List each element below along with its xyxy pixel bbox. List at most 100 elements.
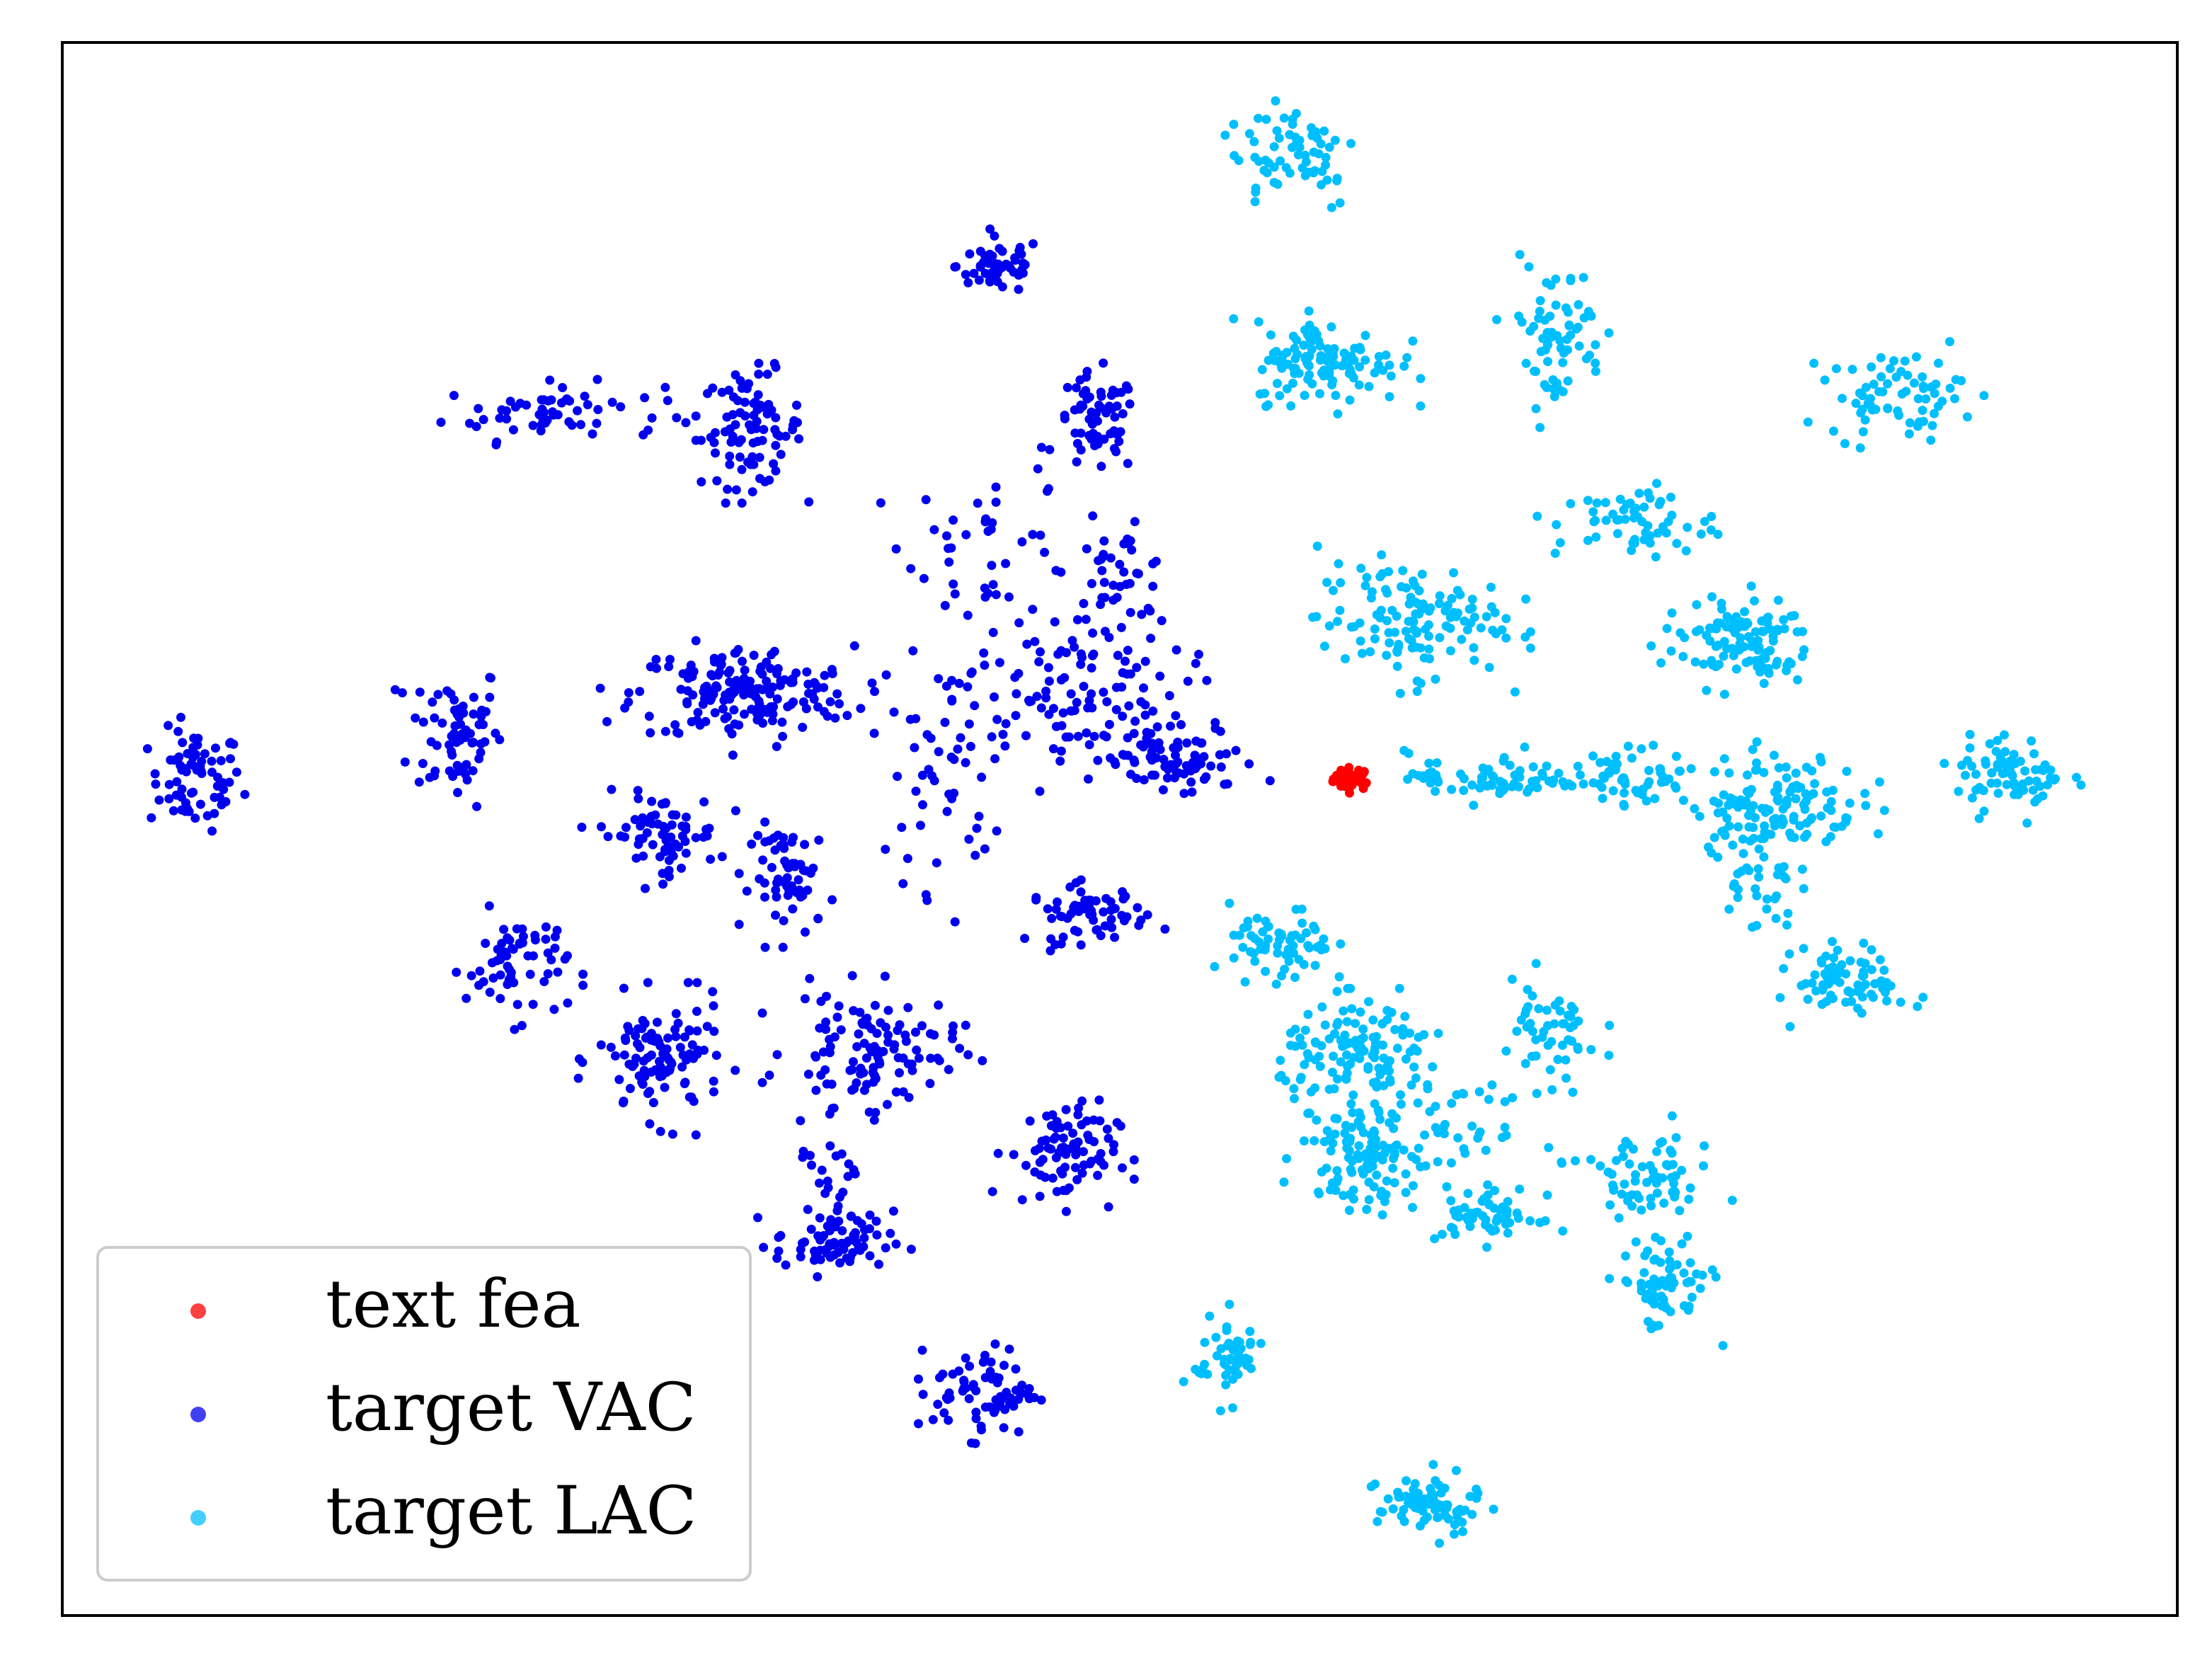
scatter-point-target-vac: [207, 826, 217, 836]
scatter-point-target-lac: [1332, 1166, 1342, 1176]
scatter-point-target-vac: [1077, 1120, 1087, 1130]
scatter-point-target-vac: [1004, 1344, 1014, 1354]
scatter-point-target-vac: [1104, 633, 1114, 642]
scatter-point-target-vac: [1040, 547, 1050, 557]
scatter-point-target-lac: [1956, 376, 1966, 386]
scatter-point-target-lac: [1382, 651, 1392, 661]
scatter-point-target-vac: [466, 971, 476, 981]
scatter-point-target-lac: [1649, 1299, 1659, 1309]
scatter-point-target-vac: [476, 739, 486, 749]
scatter-point-target-lac: [1332, 987, 1342, 996]
scatter-point-target-lac: [1561, 1055, 1571, 1065]
scatter-point-target-lac: [1714, 799, 1724, 808]
scatter-point-target-vac: [832, 1206, 842, 1216]
scatter-point-target-vac: [1091, 896, 1101, 905]
scatter-point-target-lac: [1675, 1206, 1685, 1216]
scatter-point-target-lac: [1392, 1044, 1402, 1053]
scatter-point-target-lac: [1525, 326, 1535, 336]
scatter-point-target-vac: [910, 743, 919, 753]
scatter-point-target-lac: [1712, 624, 1721, 634]
scatter-point-target-vac: [574, 1054, 584, 1064]
scatter-point-target-vac: [502, 406, 511, 416]
scatter-point-target-lac: [1927, 421, 1937, 430]
scatter-point-target-vac: [992, 826, 1002, 836]
scatter-point-target-vac: [990, 1339, 1000, 1349]
scatter-point-target-lac: [1779, 614, 1789, 624]
scatter-point-target-vac: [200, 749, 210, 759]
scatter-point-target-lac: [1490, 1186, 1499, 1196]
scatter-point-target-vac: [414, 777, 424, 787]
scatter-point-target-vac: [807, 1160, 816, 1170]
scatter-point-target-vac: [620, 703, 630, 713]
scatter-point-target-vac: [1093, 755, 1103, 765]
scatter-point-target-lac: [1678, 651, 1688, 661]
scatter-point-target-lac: [1777, 870, 1787, 880]
scatter-point-target-lac: [1779, 862, 1789, 871]
scatter-point-target-vac: [898, 1053, 908, 1063]
scatter-point-target-vac: [1043, 486, 1052, 496]
scatter-point-target-vac: [934, 674, 944, 684]
scatter-point-target-lac: [1301, 352, 1311, 361]
scatter-point-target-lac: [1651, 1175, 1661, 1185]
scatter-point-target-vac: [495, 413, 505, 423]
scatter-point-target-vac: [515, 399, 525, 408]
scatter-point-target-lac: [1336, 939, 1346, 949]
scatter-point-target-lac: [1487, 1080, 1497, 1090]
scatter-point-target-vac: [664, 662, 674, 672]
scatter-point-target-vac: [969, 268, 979, 278]
scatter-point-target-lac: [1364, 1154, 1374, 1164]
scatter-point-target-lac: [1675, 628, 1685, 638]
scatter-point-target-lac: [1707, 512, 1717, 521]
scatter-point-target-lac: [1393, 1487, 1403, 1497]
scatter-point-target-vac: [1079, 599, 1089, 608]
scatter-point-target-lac: [1387, 1109, 1397, 1119]
scatter-point-target-lac: [1755, 667, 1765, 677]
scatter-point-target-vac: [195, 799, 205, 809]
scatter-point-target-vac: [1176, 720, 1186, 730]
scatter-point-target-lac: [1392, 661, 1402, 671]
scatter-point-target-vac: [783, 702, 793, 711]
scatter-point-target-lac: [1285, 168, 1295, 178]
scatter-point-target-lac: [1591, 358, 1600, 368]
scatter-point-target-vac: [750, 691, 760, 701]
scatter-point-target-lac: [1525, 1019, 1535, 1029]
scatter-point-target-vac: [1014, 1427, 1024, 1436]
scatter-point-target-vac: [447, 731, 457, 741]
scatter-point-target-vac: [977, 1425, 986, 1435]
scatter-point-target-vac: [1077, 1096, 1087, 1106]
scatter-point-target-vac: [764, 399, 774, 409]
scatter-point-target-lac: [1377, 1019, 1387, 1029]
scatter-point-target-vac: [1206, 761, 1216, 771]
scatter-point-target-vac: [1074, 901, 1084, 911]
scatter-point-target-lac: [1558, 1019, 1568, 1029]
scatter-point-target-lac: [1396, 1099, 1406, 1109]
scatter-point-target-vac: [1125, 536, 1135, 546]
scatter-point-target-vac: [788, 678, 798, 687]
scatter-point-target-lac: [1859, 938, 1869, 948]
scatter-point-target-lac: [1324, 1034, 1334, 1044]
scatter-point-target-lac: [1684, 1194, 1694, 1204]
scatter-point-target-vac: [997, 282, 1007, 292]
scatter-point-target-vac: [1055, 756, 1065, 766]
scatter-point-target-vac: [821, 1017, 831, 1027]
scatter-point-target-lac: [1744, 866, 1754, 876]
scatter-point-target-vac: [468, 766, 478, 776]
scatter-point-target-lac: [1400, 1012, 1410, 1022]
scatter-point-target-lac: [1867, 965, 1876, 975]
scatter-point-target-lac: [1315, 1061, 1325, 1071]
scatter-point-target-vac: [1099, 536, 1109, 546]
scatter-point-target-lac: [1442, 621, 1452, 631]
scatter-point-target-vac: [802, 667, 812, 677]
scatter-point-target-vac: [902, 854, 912, 864]
scatter-point-target-lac: [1745, 656, 1755, 666]
scatter-point-target-vac: [837, 1238, 847, 1248]
scatter-point-target-vac: [966, 1438, 976, 1448]
scatter-point-target-vac: [625, 1084, 635, 1093]
scatter-point-target-vac: [903, 1002, 913, 1012]
scatter-point-target-vac: [691, 636, 701, 646]
scatter-point-target-lac: [1326, 322, 1336, 332]
scatter-point-target-vac: [580, 391, 590, 401]
scatter-point-target-vac: [546, 955, 556, 965]
scatter-point-target-vac: [677, 863, 686, 873]
scatter-point-target-vac: [1111, 682, 1121, 692]
